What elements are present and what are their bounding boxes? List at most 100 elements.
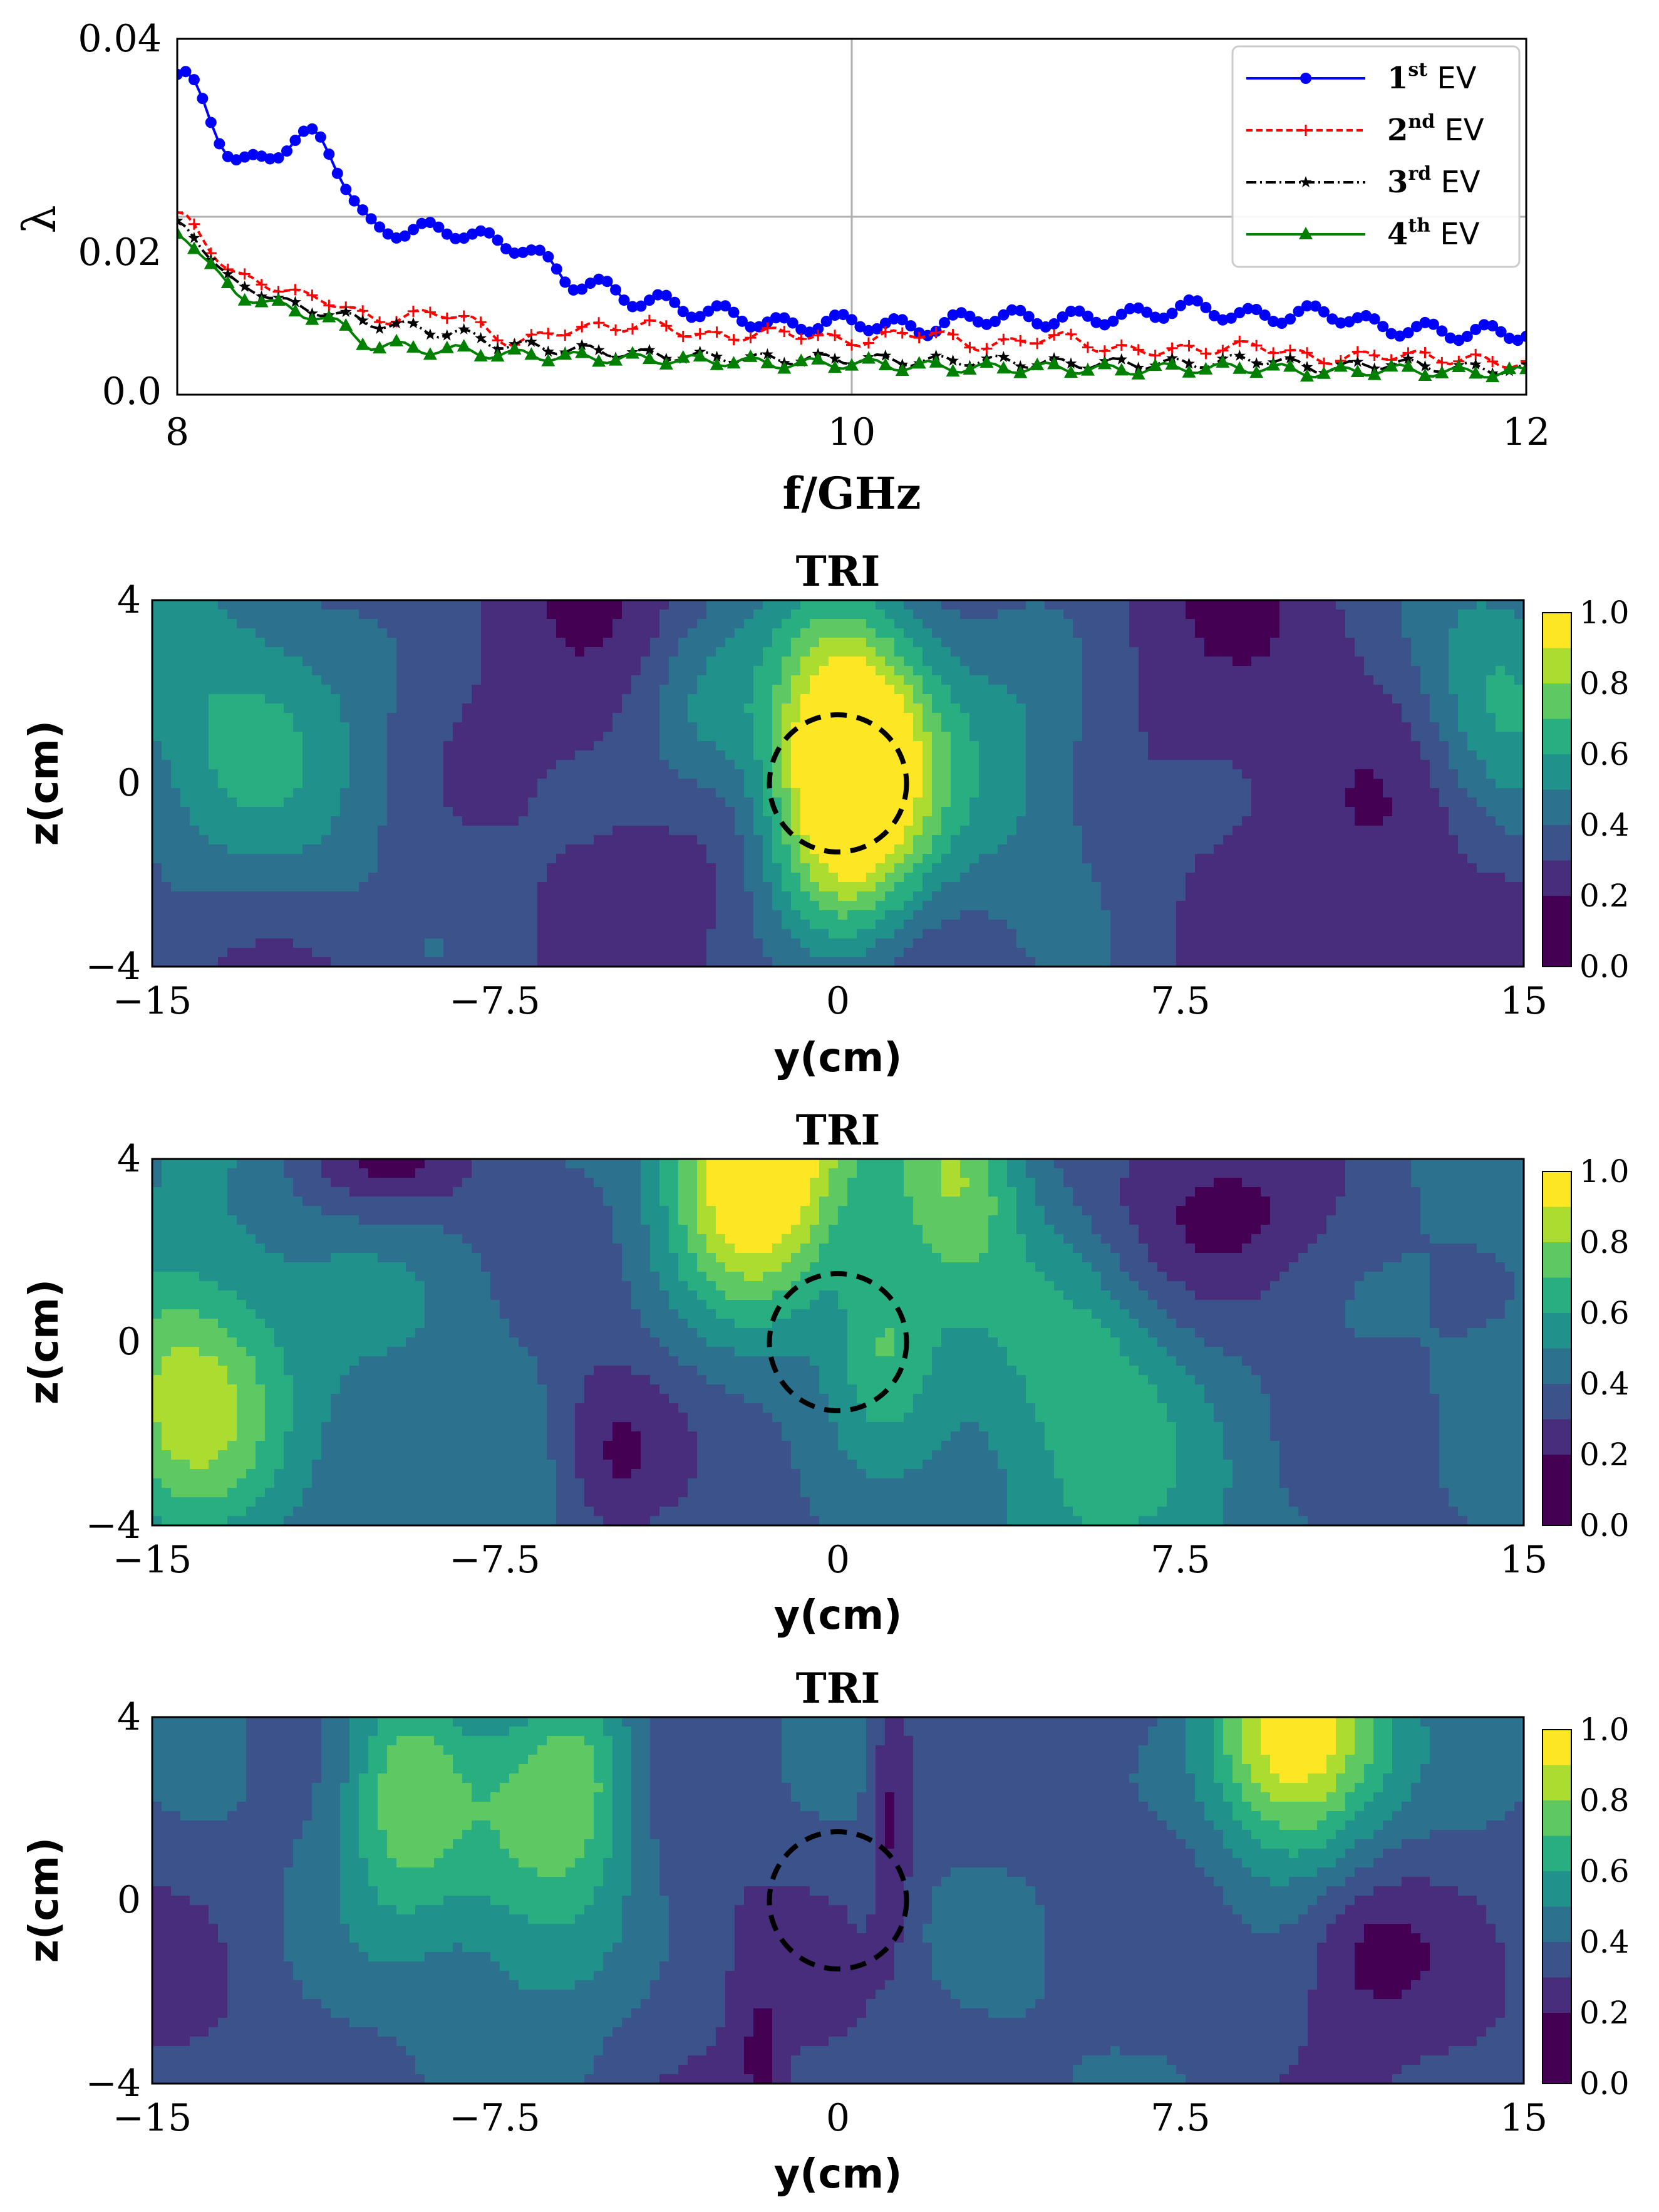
heatmap-1-cell: [1420, 816, 1430, 826]
heatmap-1-cell: [706, 647, 716, 657]
heatmap-1-cell: [1289, 788, 1299, 798]
heatmap-1-cell: [227, 835, 237, 845]
legend-marker-1: [1300, 73, 1311, 84]
heatmap-1-cell: [1402, 638, 1412, 648]
heatmap-1-cell: [838, 628, 848, 638]
heatmap-1-cell: [547, 628, 557, 638]
heatmap-1-cell: [1026, 713, 1036, 723]
heatmap-1-cell: [293, 732, 303, 742]
heatmap-1-cell: [1279, 854, 1289, 864]
heatmap-1-cell: [1496, 807, 1506, 817]
heatmap-1-cell: [509, 741, 519, 751]
heatmap-1-cell: [1110, 732, 1120, 742]
heatmap-1-cell: [1383, 826, 1393, 836]
heatmap-1-cell: [1298, 600, 1308, 610]
heatmap-1-cell: [340, 891, 350, 901]
heatmap-1-cell: [1101, 722, 1111, 732]
heatmap-1-cell: [584, 882, 594, 892]
heatmap-1-cell: [866, 704, 876, 714]
heatmap-1-cell: [631, 807, 641, 817]
heatmap-1-cell: [819, 713, 829, 723]
heatmap-1-cell: [1514, 769, 1524, 779]
heatmap-1-cell: [1420, 628, 1430, 638]
heatmap-1-cell: [1308, 816, 1318, 826]
heatmap-1-cell: [1007, 769, 1017, 779]
heatmap-1-cell: [1430, 779, 1440, 789]
heatmap-1-cell: [1289, 797, 1299, 807]
heatmap-1-cell: [941, 694, 951, 704]
heatmap-1-cell: [1505, 882, 1515, 892]
heatmap-1-cell: [566, 760, 576, 770]
heatmap-1-cell: [1439, 638, 1449, 648]
heatmap-1-cell: [1261, 610, 1271, 620]
heatmap-1-cell: [829, 788, 839, 798]
heatmap-1-cell: [1007, 750, 1017, 761]
line-series-1-point: [374, 221, 386, 233]
heatmap-1-cell: [1035, 863, 1045, 873]
heatmap-1-cell: [650, 741, 660, 751]
line-series-4-point: [558, 347, 572, 360]
legend-marker-3: [1300, 176, 1312, 188]
heatmap-1-cell: [1063, 807, 1073, 817]
heatmap-1-cell: [857, 694, 867, 704]
heatmap-1-cell: [1411, 835, 1421, 845]
heatmap-1-cell: [331, 816, 341, 826]
heatmap-1-cell: [1458, 788, 1468, 798]
heatmap-1-cell: [1251, 882, 1261, 892]
heatmap-1-cell: [1514, 835, 1524, 845]
heatmap-1-cell: [1373, 638, 1383, 648]
heatmap-1-cell: [594, 638, 604, 648]
heatmap-1-cell: [1007, 826, 1017, 836]
heatmap-1-cell: [772, 835, 782, 845]
heatmap-1-cell: [1261, 854, 1271, 864]
heatmap-1-cell: [1317, 873, 1327, 883]
heatmap-1-cell: [1317, 732, 1327, 742]
heatmap-1-cell: [519, 797, 529, 807]
heatmap-1-cell: [1298, 779, 1308, 789]
heatmap-1-cell: [406, 704, 416, 714]
heatmap-1-cell: [810, 610, 820, 620]
heatmap-1-cell: [462, 835, 472, 845]
heatmap-1-cell: [340, 732, 350, 742]
heatmap-1-cell: [772, 788, 782, 798]
heatmap-1-cell: [359, 685, 369, 695]
heatmap-1-cell: [162, 732, 172, 742]
heatmap-1-cell: [1139, 816, 1149, 826]
heatmap-1-cell: [725, 750, 735, 761]
heatmap-1-cell: [1383, 628, 1393, 638]
heatmap-1-cell: [913, 788, 923, 798]
heatmap-1-cell: [368, 638, 378, 648]
heatmap-1-cell: [293, 835, 303, 845]
line-series-1-point: [1015, 304, 1026, 316]
heatmap-1-cell: [772, 638, 782, 648]
heatmap-1-cell: [237, 788, 247, 798]
heatmap-1-cell: [688, 779, 698, 789]
heatmap-1-cell: [1186, 713, 1196, 723]
heatmap-1-cell: [1045, 713, 1055, 723]
heatmap-1-cell: [904, 882, 914, 892]
heatmap-1-cell: [490, 769, 500, 779]
heatmap-1-cell: [453, 779, 463, 789]
heatmap-1-cell: [406, 685, 416, 695]
heatmap-1-cell: [575, 750, 585, 761]
heatmap-1-cell: [688, 610, 698, 620]
heatmap-1-cell: [190, 826, 200, 836]
heatmap-1-cell: [706, 769, 716, 779]
heatmap-1-cell: [500, 835, 510, 845]
heatmap-1-cell: [1430, 713, 1440, 723]
heatmap-1-cell: [312, 797, 322, 807]
heatmap-1-cell: [1477, 732, 1487, 742]
heatmap-1-cell: [706, 628, 716, 638]
heatmap-1-cell: [1063, 610, 1073, 620]
heatmap-1-cell: [1251, 741, 1261, 751]
heatmap-1-cell: [1514, 704, 1524, 714]
heatmap-1-cell: [227, 826, 237, 836]
heatmap-1-cell: [1101, 704, 1111, 714]
heatmap-1-cell: [152, 628, 162, 638]
heatmap-1-cell: [1317, 647, 1327, 657]
heatmap-1-cell: [1514, 666, 1524, 676]
line-series-2-point: [610, 324, 622, 336]
heatmap-1-cell: [659, 732, 669, 742]
heatmap-1-cell: [1176, 826, 1186, 836]
heatmap-1-cell: [481, 675, 491, 685]
